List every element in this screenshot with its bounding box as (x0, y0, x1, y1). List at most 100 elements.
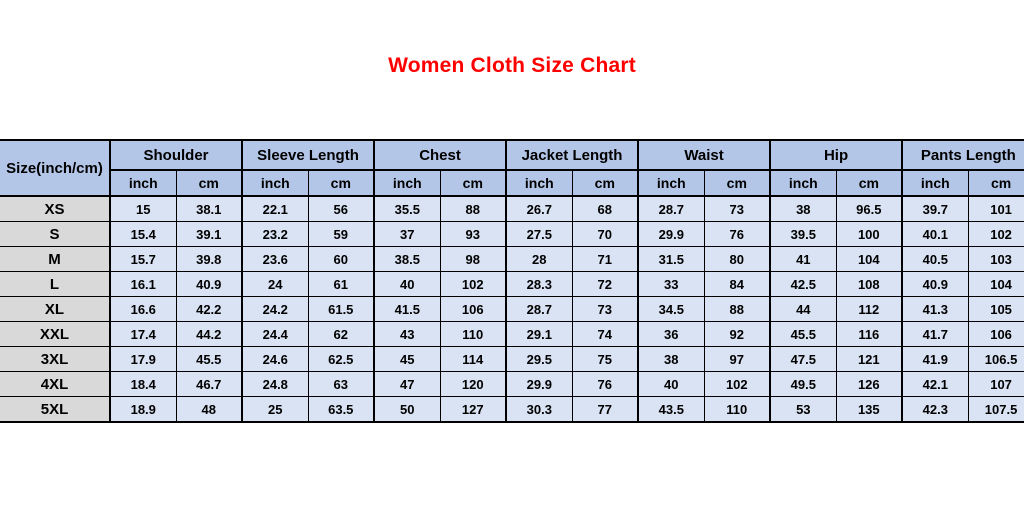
table-row: 4XL 18.4 46.7 24.8 63 47 120 29.9 76 40 102 49.5 126… (0, 371, 1024, 397)
unit-header-cell: cm (175, 169, 243, 197)
data-cell: 84 (703, 271, 771, 297)
data-cell: 15 (109, 195, 177, 222)
data-cell: 56 (307, 195, 375, 222)
data-cell: 102 (703, 371, 771, 397)
data-cell: 43.5 (637, 396, 705, 423)
data-cell: 39.7 (901, 195, 969, 222)
data-cell: 88 (703, 296, 771, 322)
data-cell: 61.5 (307, 296, 375, 322)
data-cell: 59 (307, 221, 375, 247)
data-cell: 49.5 (769, 371, 837, 397)
data-cell: 16.6 (109, 296, 177, 322)
data-cell: 37 (373, 221, 441, 247)
unit-header-cell: inch (505, 169, 573, 197)
data-cell: 40.9 (175, 271, 243, 297)
size-cell: 3XL (0, 346, 111, 372)
data-cell: 100 (835, 221, 903, 247)
data-cell: 107.5 (967, 396, 1024, 423)
data-cell: 36 (637, 321, 705, 347)
data-cell: 38 (637, 346, 705, 372)
table-row: XL 16.6 42.2 24.2 61.5 41.5 106 28.7 73 34.5 88 44 1… (0, 296, 1024, 322)
group-header-cell: Sleeve Length (241, 139, 375, 171)
data-cell: 38.1 (175, 195, 243, 222)
table-body: XS 15 38.1 22.1 56 35.5 88 26.7 68 28.7 73 38 96.5 39… (0, 195, 1024, 423)
header-row-units: inch cm inch cm inch cm inch cm inch cm inch cm inch… (0, 169, 1024, 197)
size-cell: XS (0, 195, 111, 222)
data-cell: 126 (835, 371, 903, 397)
data-cell: 39.1 (175, 221, 243, 247)
data-cell: 17.4 (109, 321, 177, 347)
data-cell: 98 (439, 246, 507, 272)
unit-header-cell: cm (307, 169, 375, 197)
data-cell: 48 (175, 396, 243, 423)
data-cell: 15.7 (109, 246, 177, 272)
data-cell: 110 (703, 396, 771, 423)
data-cell: 47.5 (769, 346, 837, 372)
data-cell: 24.2 (241, 296, 309, 322)
data-cell: 24.4 (241, 321, 309, 347)
unit-header-cell: cm (967, 169, 1024, 197)
table-row: S 15.4 39.1 23.2 59 37 93 27.5 70 29.9 76 39.5 100 40… (0, 221, 1024, 247)
data-cell: 29.1 (505, 321, 573, 347)
data-cell: 35.5 (373, 195, 441, 222)
table-row: 5XL 18.9 48 25 63.5 50 127 30.3 77 43.5 110 53 135 42… (0, 396, 1024, 423)
group-header-cell: Jacket Length (505, 139, 639, 171)
data-cell: 31.5 (637, 246, 705, 272)
data-cell: 106.5 (967, 346, 1024, 372)
unit-header-cell: inch (241, 169, 309, 197)
size-cell: 4XL (0, 371, 111, 397)
data-cell: 41.5 (373, 296, 441, 322)
data-cell: 24 (241, 271, 309, 297)
data-cell: 121 (835, 346, 903, 372)
table-row: L 16.1 40.9 24 61 40 102 28.3 72 33 84 42.5 108 40.9 1… (0, 271, 1024, 297)
table-row: 3XL 17.9 45.5 24.6 62.5 45 114 29.5 75 38 97 47.5 12… (0, 346, 1024, 372)
size-cell: XXL (0, 321, 111, 347)
table-row: M 15.7 39.8 23.6 60 38.5 98 28 71 31.5 80 41 104 40.5… (0, 246, 1024, 272)
data-cell: 101 (967, 195, 1024, 222)
data-cell: 107 (967, 371, 1024, 397)
data-cell: 62 (307, 321, 375, 347)
unit-header-cell: cm (835, 169, 903, 197)
data-cell: 50 (373, 396, 441, 423)
data-cell: 102 (967, 221, 1024, 247)
size-cell: L (0, 271, 111, 297)
data-cell: 46.7 (175, 371, 243, 397)
data-cell: 17.9 (109, 346, 177, 372)
data-cell: 47 (373, 371, 441, 397)
data-cell: 41.7 (901, 321, 969, 347)
data-cell: 38 (769, 195, 837, 222)
unit-header-cell: cm (571, 169, 639, 197)
data-cell: 25 (241, 396, 309, 423)
data-cell: 71 (571, 246, 639, 272)
data-cell: 68 (571, 195, 639, 222)
unit-header-cell: inch (637, 169, 705, 197)
data-cell: 61 (307, 271, 375, 297)
data-cell: 102 (439, 271, 507, 297)
group-header-cell: Chest (373, 139, 507, 171)
size-cell: M (0, 246, 111, 272)
data-cell: 28.7 (505, 296, 573, 322)
data-cell: 39.5 (769, 221, 837, 247)
data-cell: 63 (307, 371, 375, 397)
data-cell: 114 (439, 346, 507, 372)
data-cell: 70 (571, 221, 639, 247)
data-cell: 28 (505, 246, 573, 272)
data-cell: 74 (571, 321, 639, 347)
unit-header-cell: inch (109, 169, 177, 197)
corner-header-cell: Size(inch/cm) (0, 139, 111, 197)
table-row: XXL 17.4 44.2 24.4 62 43 110 29.1 74 36 92 45.5 116 4… (0, 321, 1024, 347)
size-chart-table-wrap: Size(inch/cm) Shoulder Sleeve Length Chest J… (0, 139, 1024, 423)
data-cell: 45.5 (175, 346, 243, 372)
data-cell: 106 (439, 296, 507, 322)
data-cell: 112 (835, 296, 903, 322)
data-cell: 62.5 (307, 346, 375, 372)
unit-header-cell: inch (373, 169, 441, 197)
table-header: Size(inch/cm) Shoulder Sleeve Length Chest J… (0, 139, 1024, 197)
data-cell: 40.5 (901, 246, 969, 272)
data-cell: 92 (703, 321, 771, 347)
size-cell: XL (0, 296, 111, 322)
data-cell: 72 (571, 271, 639, 297)
data-cell: 38.5 (373, 246, 441, 272)
data-cell: 110 (439, 321, 507, 347)
